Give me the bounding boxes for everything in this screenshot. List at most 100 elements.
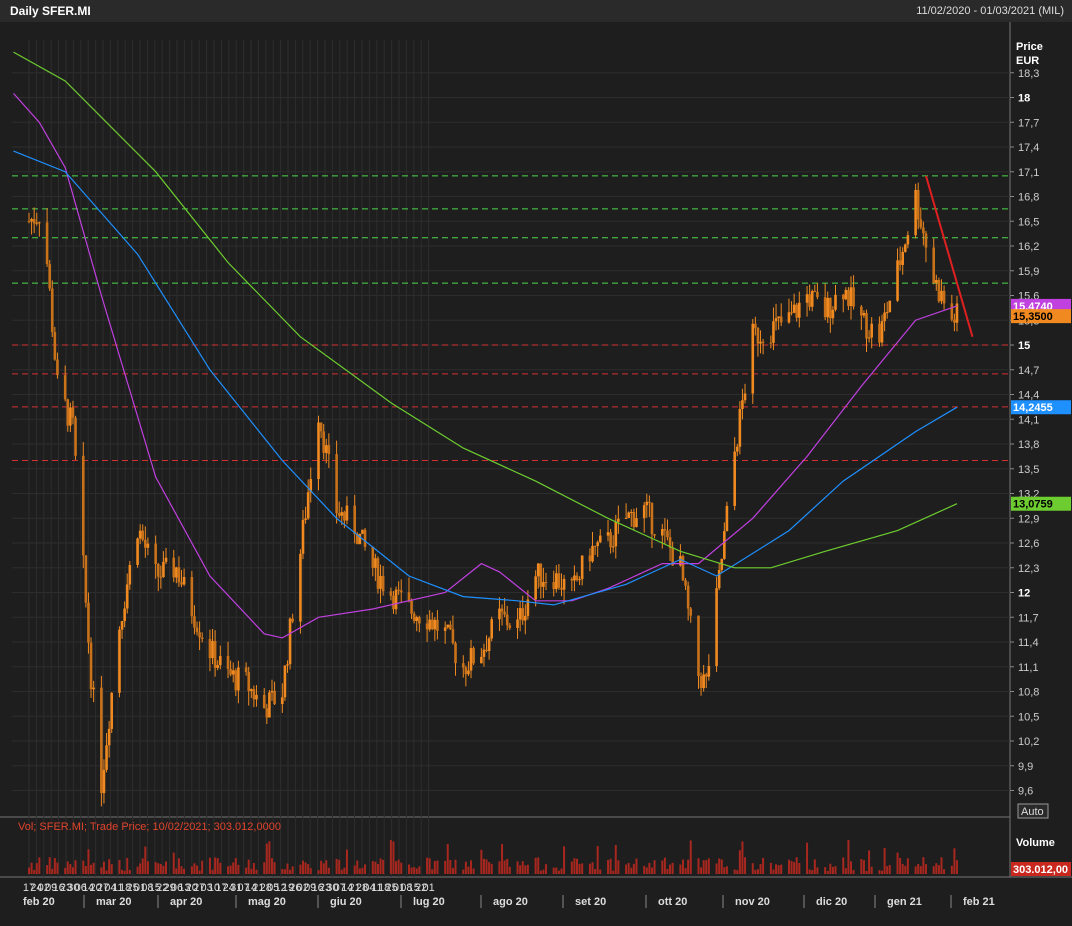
volume-bar — [772, 869, 775, 874]
volume-bar — [177, 858, 180, 874]
volume-bar — [410, 867, 413, 874]
candle-body — [102, 769, 106, 794]
volume-bar — [888, 864, 891, 874]
date-tick-label: 16 — [52, 882, 64, 894]
candle-body — [774, 318, 778, 322]
price-tick-label: 10,2 — [1018, 736, 1039, 748]
volume-bar — [436, 860, 439, 874]
price-tag — [1011, 400, 1071, 415]
candle-body — [593, 545, 597, 547]
candle-body — [125, 584, 129, 609]
volume-bar — [627, 862, 630, 874]
candle-body — [617, 518, 620, 522]
volume-bar — [325, 860, 328, 874]
candle-body — [379, 575, 382, 589]
candle-body — [107, 728, 111, 746]
candle-body — [914, 189, 917, 236]
date-tick-label: 27 — [97, 882, 109, 894]
month-label: lug 20 — [413, 896, 445, 908]
volume-bar — [66, 861, 69, 874]
candle-body — [505, 614, 509, 626]
volume-bar — [661, 860, 664, 874]
date-tick-label: 08 — [400, 882, 412, 894]
candle-body — [485, 649, 488, 652]
legend-sma100: SMA; SFER.MI; Trade Price(Last); 100; 10… — [18, 39, 318, 51]
candle-body — [144, 539, 147, 548]
candle-body — [451, 629, 455, 644]
volume-legend: Vol; SFER.MI; Trade Price; 10/02/2021; 3… — [18, 821, 281, 833]
volume-bar — [653, 860, 656, 874]
volume-bar — [852, 869, 855, 874]
volume-bar — [82, 860, 85, 874]
volume-bar — [69, 864, 72, 874]
candle-body — [536, 563, 540, 577]
volume-bar — [669, 864, 672, 874]
price-tick-label: 18 — [1018, 93, 1030, 105]
candle-body — [69, 407, 72, 426]
volume-bar — [219, 862, 222, 874]
candle-body — [635, 518, 638, 528]
volume-bar — [878, 870, 881, 874]
volume-bar — [534, 857, 537, 874]
volume-bar — [361, 867, 364, 874]
candle-body — [234, 670, 238, 691]
volume-bar — [896, 852, 899, 874]
volume-bar — [433, 861, 436, 874]
price-tick-label: 9,9 — [1018, 761, 1033, 773]
volume-bar — [718, 858, 721, 874]
volume-bar — [374, 861, 377, 874]
volume-bar — [268, 841, 271, 874]
candle-body — [901, 251, 904, 265]
date-axis[interactable]: 1724020916233006142027041118250108152229… — [23, 882, 995, 908]
volume-bar — [576, 858, 578, 874]
volume-bar — [816, 867, 819, 874]
date-tick-label: 04 — [104, 882, 116, 894]
volume-bar — [922, 857, 925, 874]
volume-bar — [736, 870, 739, 874]
candle-body — [539, 563, 543, 587]
candle-body — [30, 219, 33, 222]
candle-body — [754, 323, 757, 328]
volume-bar — [232, 862, 235, 874]
date-range-label[interactable]: 11/02/2020 - 01/03/2021 (MIL) — [916, 5, 1064, 17]
candle-body — [681, 556, 685, 581]
candle-body — [32, 219, 36, 224]
candle-body — [717, 570, 721, 589]
month-label: ago 20 — [493, 896, 528, 908]
price-axis[interactable]: 18,31817,717,417,116,816,516,215,915,615… — [1010, 41, 1071, 876]
volume-bar — [255, 869, 258, 874]
volume-bar — [886, 866, 889, 874]
volume-bar — [299, 864, 302, 874]
month-label: mar 20 — [96, 896, 131, 908]
volume-bar — [247, 859, 250, 874]
date-tick-label: 09 — [304, 882, 316, 894]
date-tick-label: 07 — [334, 882, 346, 894]
volume-bar — [723, 867, 726, 874]
candle-body — [177, 567, 181, 583]
volume-bar — [955, 860, 958, 874]
volume-bar — [84, 865, 87, 874]
volume-bar — [214, 857, 217, 874]
date-tick-label: 02 — [297, 882, 309, 894]
candle-body — [500, 608, 504, 612]
candle-body — [686, 585, 690, 609]
chart-background — [0, 22, 1072, 926]
candle-body — [624, 517, 628, 519]
date-tick-label: 05 — [267, 882, 279, 894]
price-axis-unit: EUR — [1016, 55, 1039, 67]
volume-bar — [229, 865, 232, 874]
volume-bar — [881, 870, 884, 874]
candle-body — [524, 615, 527, 621]
volume-bar — [234, 858, 237, 874]
volume-bar — [720, 859, 723, 874]
volume-bar — [320, 860, 323, 874]
candle-body — [35, 222, 39, 224]
candle-body — [808, 294, 811, 307]
legend-candle: Cndl; SFER.MI; Trade Price; 10/02/2021; … — [18, 25, 402, 37]
candle-body — [180, 582, 183, 585]
volume-bar — [139, 863, 142, 874]
candle-body — [301, 519, 305, 554]
volume-bar — [775, 864, 778, 874]
price-tick-label: 15,9 — [1018, 266, 1039, 278]
